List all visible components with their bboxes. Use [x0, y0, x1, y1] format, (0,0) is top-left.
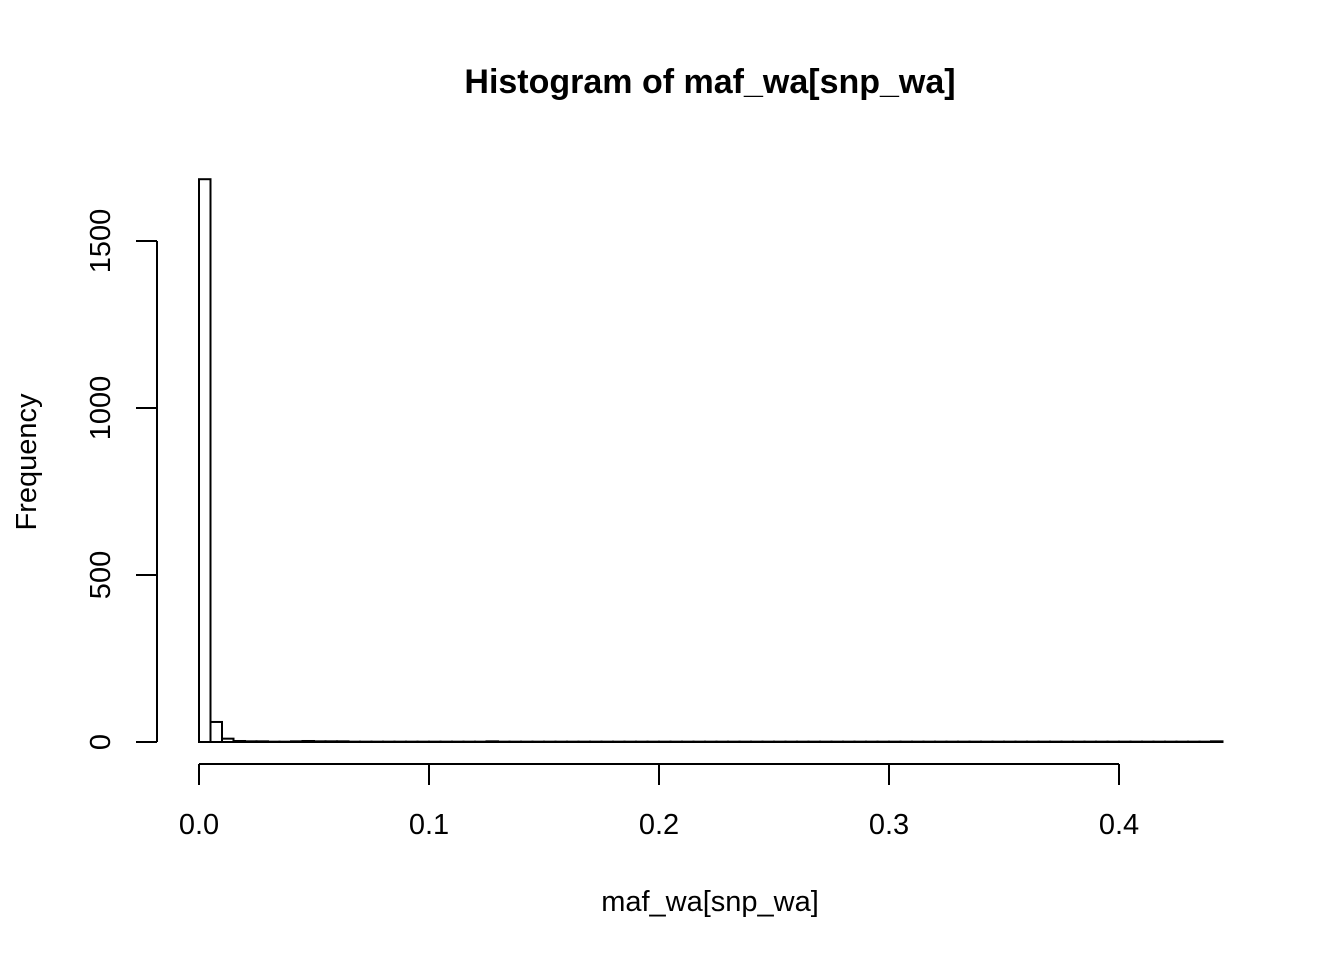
- histogram-bar: [232, 739, 246, 743]
- histogram-bar: [313, 740, 327, 743]
- histogram-bar: [336, 740, 350, 743]
- x-tick-label: 0.3: [869, 809, 909, 841]
- chart-title: Histogram of maf_wa[snp_wa]: [464, 63, 955, 101]
- histogram-bar: [198, 178, 212, 743]
- x-tick-label: 0.1: [409, 809, 449, 841]
- histogram-bar: [209, 720, 223, 744]
- histogram-bar: [244, 740, 258, 743]
- x-tick-label: 0.0: [179, 809, 219, 841]
- y-tick-label: 1000: [85, 376, 117, 441]
- x-axis-label: maf_wa[snp_wa]: [601, 886, 819, 918]
- y-axis-label: Frequency: [11, 393, 43, 531]
- histogram-bar: [1210, 740, 1224, 743]
- histogram-bar: [255, 740, 269, 743]
- y-tick-label: 500: [85, 551, 117, 599]
- histogram-bar: [221, 737, 235, 743]
- y-axis: 0 500 1000 1500: [85, 209, 158, 750]
- x-tick-label: 0.4: [1099, 809, 1139, 841]
- x-tick-label: 0.2: [639, 809, 679, 841]
- histogram-bar: [301, 739, 315, 743]
- histogram-bar: [324, 740, 338, 743]
- y-tick-label: 0: [85, 734, 117, 750]
- histogram-bars: [198, 178, 1224, 744]
- x-axis: 0.0 0.1 0.2 0.3 0.4: [179, 763, 1139, 841]
- histogram-bar: [290, 740, 304, 743]
- y-tick-label: 1500: [85, 209, 117, 274]
- histogram-bar: [485, 740, 499, 743]
